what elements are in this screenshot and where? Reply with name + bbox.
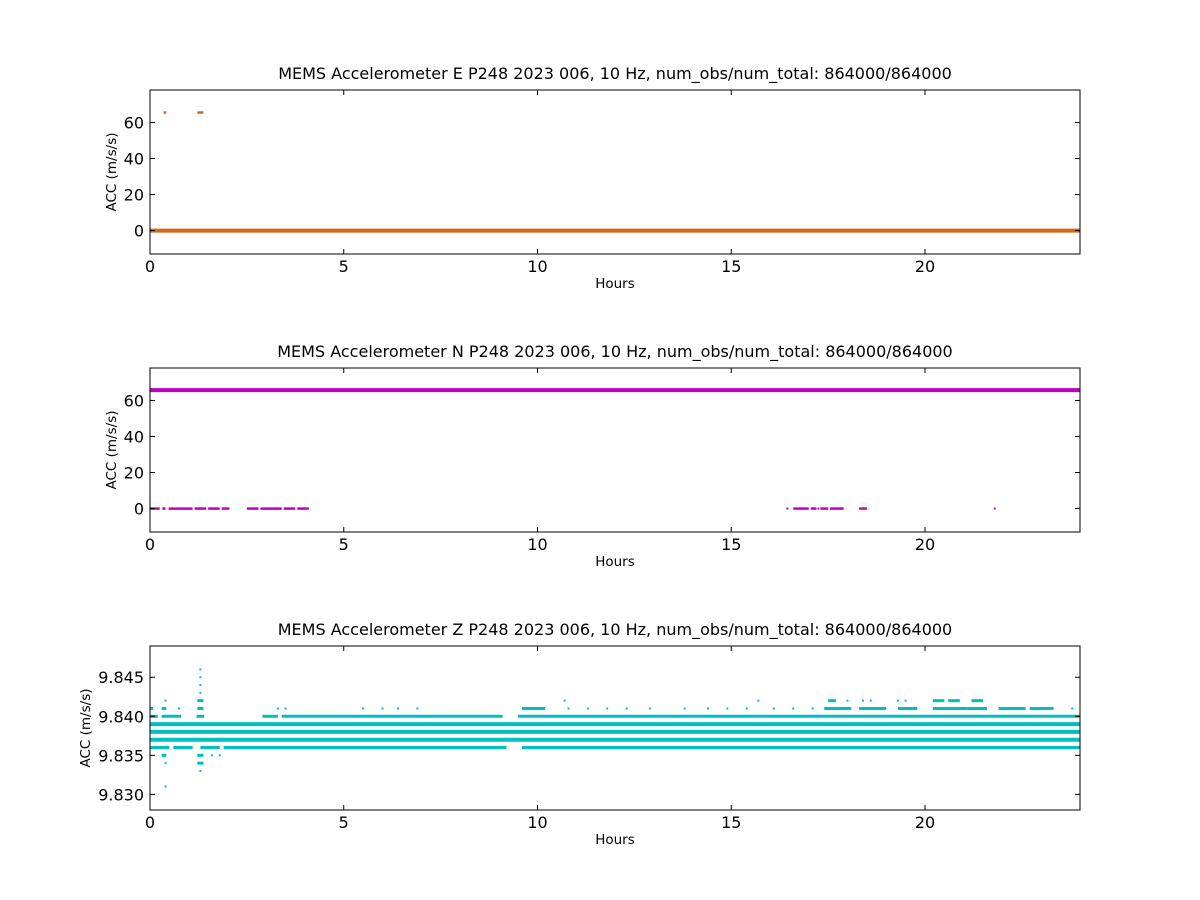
subplot-z-point-20 [606, 707, 609, 710]
subplot-e-ytick-label-1: 20 [124, 186, 144, 205]
subplot-z-ticks: 0 5 10 15 20 9.830 9.835 9.840 9.845 [98, 646, 1080, 832]
subplot-z-point-6 [199, 684, 202, 687]
subplot-e-data [150, 111, 1080, 233]
subplot-n-xtick-label-20: 20 [915, 535, 935, 554]
subplot-n-title: MEMS Accelerometer N P248 2023 006, 10 H… [277, 342, 952, 362]
subplot-z-point-7 [199, 676, 202, 679]
subplot-z-data [150, 668, 1080, 788]
subplot-z-point-14 [381, 707, 384, 710]
subplot-n-xlabel: Hours [595, 554, 635, 570]
subplot-z-point-23 [683, 707, 686, 710]
subplot-z-point-37 [1071, 707, 1074, 710]
subplot-z-point-25 [726, 707, 729, 710]
subplot-z-ytick-label-3: 9.845 [98, 668, 144, 687]
subplot-n: MEMS Accelerometer N P248 2023 006, 10 H… [104, 342, 1081, 570]
subplot-e-xtick-label-5: 5 [339, 257, 349, 276]
subplot-n-axes-frame [149, 367, 1081, 533]
subplot-n-ticks: 0 5 10 15 20 0 20 40 60 [124, 368, 1080, 554]
subplot-z-point-0 [164, 785, 167, 788]
subplot-z-point-19 [586, 707, 589, 710]
subplot-e-xtick-label-20: 20 [915, 257, 935, 276]
subplot-z-point-2 [164, 699, 167, 702]
subplot-e-ticks: 0 5 10 15 20 0 20 40 60 [124, 90, 1080, 276]
subplot-z-point-36 [1051, 707, 1054, 710]
subplot-z-xtick-label-5: 5 [339, 813, 349, 832]
subplot-z-point-16 [416, 707, 419, 710]
subplot-z-ytick-label-0: 9.830 [98, 785, 144, 804]
subplot-z-xtick-label-0: 0 [145, 813, 155, 832]
subplot-z-axes-frame [149, 645, 1081, 811]
subplot-n-xtick-label-10: 10 [527, 535, 547, 554]
subplot-n-ytick-label-0: 0 [134, 500, 144, 519]
subplot-n-ylabel: ACC (m/s/s) [104, 411, 120, 490]
subplot-n-xtick-label-5: 5 [339, 535, 349, 554]
subplot-e-ytick-label-2: 40 [124, 149, 144, 168]
subplot-z-point-33 [869, 699, 872, 702]
subplot-z-ytick-label-2: 9.840 [98, 707, 144, 726]
subplot-z-point-34 [896, 699, 899, 702]
subplot-z-point-27 [757, 699, 760, 702]
subplot-z-point-30 [811, 707, 814, 710]
subplot-z-point-15 [397, 707, 399, 710]
subplot-z-point-26 [745, 707, 748, 710]
subplot-z-ytick-label-1: 9.835 [98, 746, 144, 765]
subplot-z-point-31 [846, 699, 849, 702]
subplot-z-xlabel: Hours [595, 832, 635, 848]
subplot-z-point-24 [707, 707, 709, 710]
subplot-z-point-10 [218, 754, 221, 757]
subplot-n-point-1 [817, 507, 820, 510]
subplot-n-point-0 [786, 507, 789, 510]
subplot-z-title: MEMS Accelerometer Z P248 2023 006, 10 H… [278, 620, 952, 640]
subplot-z-xtick-label-10: 10 [527, 813, 547, 832]
subplot-e: MEMS Accelerometer E P248 2023 006, 10 H… [104, 64, 1081, 292]
subplot-e-title: MEMS Accelerometer E P248 2023 006, 10 H… [278, 64, 952, 84]
subplot-e-xtick-label-10: 10 [527, 257, 547, 276]
subplot-n-ytick-label-1: 20 [124, 464, 144, 483]
subplot-z-xtick-label-15: 15 [721, 813, 741, 832]
subplot-n-xtick-label-0: 0 [145, 535, 155, 554]
subplot-e-ylabel: ACC (m/s/s) [104, 133, 120, 212]
subplot-z-point-13 [362, 707, 365, 710]
subplot-z-point-22 [648, 707, 651, 710]
subplot-z-point-18 [567, 707, 570, 710]
subplot-z-point-4 [199, 769, 202, 772]
subplot-z-point-1 [164, 762, 167, 765]
subplot-z-point-12 [284, 707, 287, 710]
subplot-z-point-29 [792, 707, 795, 710]
subplot-z: MEMS Accelerometer Z P248 2023 006, 10 H… [78, 620, 1081, 848]
subplot-z-point-21 [625, 707, 628, 710]
subplot-z-point-28 [772, 707, 775, 710]
subplot-n-xtick-label-15: 15 [721, 535, 741, 554]
subplot-e-xtick-label-0: 0 [145, 257, 155, 276]
subplot-z-point-32 [862, 699, 864, 702]
subplot-z-point-9 [211, 754, 213, 757]
subplot-e-xlabel: Hours [595, 276, 635, 292]
subplot-z-ylabel: ACC (m/s/s) [78, 689, 94, 768]
subplot-e-xtick-label-15: 15 [721, 257, 741, 276]
subplot-z-point-5 [199, 691, 202, 694]
subplot-n-ytick-label-2: 40 [124, 427, 144, 446]
subplot-z-point-8 [199, 668, 202, 671]
subplot-z-point-35 [904, 699, 907, 702]
subplot-z-point-3 [178, 707, 181, 710]
subplot-z-point-11 [276, 707, 279, 710]
subplot-e-ytick-label-3: 60 [124, 113, 144, 132]
subplot-n-ytick-label-3: 60 [124, 391, 144, 410]
subplot-z-point-17 [563, 699, 566, 702]
subplot-e-axes-frame [149, 89, 1081, 255]
subplot-e-ytick-label-0: 0 [134, 222, 144, 241]
subplot-z-xtick-label-20: 20 [915, 813, 935, 832]
subplot-n-point-2 [993, 507, 996, 510]
